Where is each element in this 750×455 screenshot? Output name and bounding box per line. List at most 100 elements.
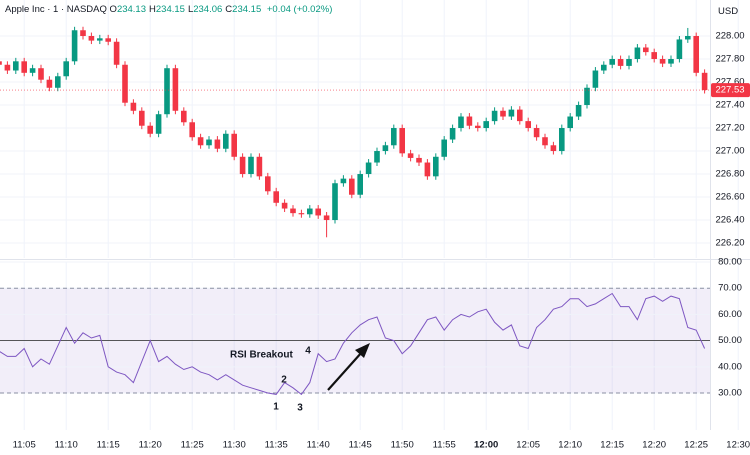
- candle-body: [214, 139, 221, 149]
- y-tick-label: 228.00: [715, 31, 744, 42]
- candle-body: [139, 110, 145, 126]
- candle-body: [575, 105, 582, 117]
- ohlc-value: 234.06: [193, 4, 223, 15]
- candle-body: [206, 139, 212, 146]
- candle-body: [71, 30, 78, 62]
- candle-body: [29, 68, 36, 73]
- candle-body: [592, 70, 599, 88]
- rsi-line: [0, 292, 706, 396]
- candle-body: [559, 128, 565, 152]
- candle-body: [181, 110, 187, 123]
- y-tick-label: 227.60: [715, 77, 744, 88]
- y-tick-label: 227.40: [715, 100, 744, 111]
- candle-body: [466, 116, 473, 126]
- candle-body: [659, 59, 666, 64]
- candle-body: [617, 59, 624, 66]
- candle-body: [290, 208, 296, 214]
- candle-body: [349, 178, 355, 195]
- y-tick-label: 226.20: [715, 238, 744, 249]
- y-tick-label: 40.00: [718, 361, 742, 372]
- candle-body: [441, 139, 447, 157]
- candle-body: [281, 202, 288, 209]
- candle-body: [38, 68, 44, 80]
- candle-body: [433, 156, 439, 177]
- x-tick-label: 11:55: [433, 440, 456, 451]
- last-price-label: 227.53: [715, 85, 744, 96]
- candle-body: [332, 183, 338, 221]
- annotation: 4: [305, 346, 311, 357]
- candle-body: [97, 38, 103, 41]
- candle-body: [0, 61, 2, 65]
- candle-body: [668, 59, 674, 64]
- annotation: RSI Breakout: [230, 350, 293, 361]
- candle-body: [21, 61, 27, 73]
- candle-body: [80, 30, 86, 37]
- x-tick-label: 11:25: [181, 440, 204, 451]
- x-tick-label: 12:00: [474, 440, 498, 451]
- candle-body: [172, 68, 179, 111]
- y-tick-label: 227.00: [715, 146, 744, 157]
- y-tick-label: 227.20: [715, 123, 744, 134]
- candle-body: [113, 41, 120, 65]
- candle-body: [475, 125, 481, 129]
- candle-body: [164, 68, 170, 115]
- annotation: 1: [273, 402, 279, 413]
- last-price-box: [711, 83, 750, 98]
- x-tick-label: 12:20: [642, 440, 666, 451]
- candle-body: [399, 128, 405, 154]
- candle-body: [307, 208, 313, 215]
- y-tick-label: 226.80: [715, 169, 744, 180]
- x-tick-label: 11:35: [265, 440, 288, 451]
- x-tick-label: 11:50: [391, 440, 414, 451]
- candle-body: [601, 64, 607, 71]
- candle-body: [197, 137, 204, 146]
- candle-body: [609, 59, 615, 65]
- candle-body: [231, 133, 237, 157]
- candle-body: [542, 137, 548, 146]
- currency: USD: [718, 6, 739, 17]
- candle-body: [63, 61, 69, 77]
- x-tick-label: 11:15: [97, 440, 120, 451]
- candle-body: [533, 128, 540, 138]
- candle-body: [4, 64, 11, 71]
- candle-body: [491, 110, 498, 122]
- y-tick-label: 227.80: [715, 54, 744, 65]
- candle-body: [265, 176, 271, 192]
- candle-body: [508, 109, 515, 117]
- annotation: 3: [297, 403, 303, 414]
- candle-body: [248, 156, 254, 175]
- x-tick-label: 11:30: [223, 440, 246, 451]
- x-tick-label: 12:15: [600, 440, 624, 451]
- candle-body: [88, 36, 95, 41]
- annotation: 2: [281, 375, 287, 386]
- candle-body: [46, 79, 53, 88]
- x-tick-label: 12:25: [684, 440, 708, 451]
- candle-body: [256, 156, 263, 177]
- candle-body: [458, 116, 464, 129]
- y-tick-label: 30.00: [718, 388, 742, 399]
- candle-body: [701, 72, 708, 91]
- ohlc-value: 234.15: [155, 4, 185, 15]
- candle-body: [189, 122, 195, 138]
- candle-body: [483, 121, 489, 129]
- change: +0.04 (+0.02%): [266, 4, 333, 15]
- candle-body: [693, 36, 699, 73]
- candle-body: [340, 178, 347, 184]
- candle-body: [273, 191, 279, 203]
- candle-body: [525, 121, 531, 129]
- candle-body: [500, 110, 506, 117]
- candle-body: [298, 213, 305, 215]
- ohlc-label: L: [187, 4, 194, 15]
- candle-body: [643, 47, 649, 53]
- candle-body: [424, 162, 431, 177]
- y-tick-label: 226.60: [715, 192, 744, 203]
- x-tick-label: 12:05: [516, 440, 540, 451]
- candle-body: [13, 61, 19, 71]
- candle-body: [391, 128, 397, 146]
- candle-body: [416, 157, 422, 163]
- arrow-shaft: [327, 351, 363, 391]
- candle-body: [550, 145, 557, 152]
- candle-body: [449, 128, 456, 140]
